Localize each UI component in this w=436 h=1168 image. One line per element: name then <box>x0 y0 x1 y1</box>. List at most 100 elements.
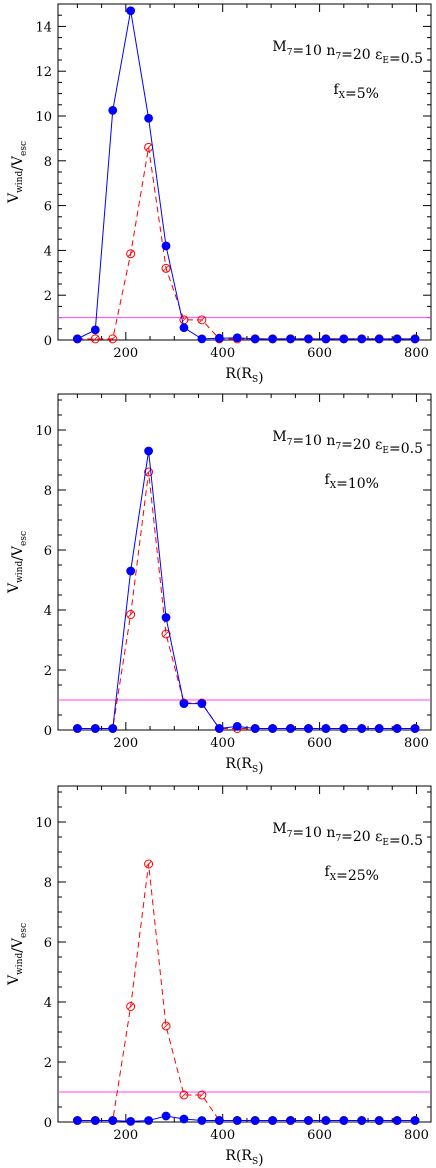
series-point-filled <box>339 334 349 344</box>
series-point-filled <box>250 724 260 733</box>
series-point-filled <box>144 113 153 123</box>
series-point-filled <box>197 699 207 708</box>
series-point-filled <box>90 325 100 335</box>
series-point-filled <box>108 724 118 733</box>
y-tick-label: 8 <box>44 484 52 499</box>
series-point-filled <box>161 613 171 622</box>
x-tick-label: 600 <box>307 346 332 361</box>
x-tick-label: 400 <box>210 736 235 751</box>
series-point-filled <box>374 1116 384 1125</box>
series-point-filled <box>179 699 189 708</box>
series-point-open-slash <box>127 611 134 618</box>
series-point-filled <box>357 334 367 344</box>
annotation-fx: fX=10% <box>325 472 379 492</box>
x-tick-label: 600 <box>307 1128 332 1143</box>
series-line-solid <box>77 450 416 730</box>
series-point-filled <box>214 1116 224 1125</box>
series-point-filled <box>90 1116 100 1125</box>
x-axis-label: R(RS) <box>225 1148 263 1168</box>
y-tick-label: 10 <box>35 816 52 831</box>
y-tick-label: 4 <box>44 244 52 259</box>
series-point-filled <box>392 1116 402 1125</box>
y-axis-label: Vwind/Vesc <box>6 923 29 986</box>
series-point-filled <box>304 1116 313 1125</box>
y-tick-label: 2 <box>44 1056 52 1071</box>
series-point-filled <box>321 334 331 344</box>
series-point-filled <box>214 333 224 343</box>
y-tick-label: 0 <box>44 724 52 739</box>
series-line-dashed <box>77 147 416 340</box>
series-point-filled <box>410 1116 420 1125</box>
series-line-dashed <box>77 471 416 729</box>
y-tick-label: 14 <box>35 20 52 35</box>
series-point-open <box>144 859 154 869</box>
series-point-filled <box>339 1116 349 1125</box>
series-point-open-slash <box>180 1091 188 1099</box>
series-line-dashed <box>77 863 416 1121</box>
series-point-filled <box>410 334 420 344</box>
y-tick-label: 6 <box>44 544 52 559</box>
series-point-open-slash <box>109 335 116 342</box>
series-point-filled <box>232 333 242 343</box>
series-point-filled <box>357 1116 367 1125</box>
series-point-open-slash <box>180 316 188 323</box>
series-point-filled <box>144 1116 153 1125</box>
annotation-fx: fX=5% <box>333 82 379 102</box>
series-point-filled <box>357 724 367 733</box>
series-point-open-slash <box>145 144 152 151</box>
series-point-filled <box>90 724 100 733</box>
y-tick-label: 10 <box>35 110 52 125</box>
series-point-filled <box>321 1116 331 1125</box>
series-point-open-slash <box>198 1091 205 1099</box>
x-tick-label: 200 <box>113 736 138 751</box>
series-point-filled <box>72 1116 82 1125</box>
series-point-filled <box>286 724 295 733</box>
series-point-filled <box>374 334 384 344</box>
series-point-open <box>161 1021 171 1031</box>
series-point-open <box>161 263 171 273</box>
y-tick-label: 0 <box>44 334 52 349</box>
series-point-filled <box>161 1111 171 1121</box>
y-tick-label: 8 <box>44 155 52 170</box>
y-tick-label: 6 <box>44 200 52 215</box>
series-point-filled <box>126 6 136 16</box>
series-point-open <box>197 1090 207 1100</box>
series-point-filled <box>232 1116 242 1125</box>
series-point-filled <box>232 722 242 731</box>
y-tick-label: 2 <box>44 289 52 304</box>
x-axis-label: R(RS) <box>225 366 263 386</box>
y-tick-label: 4 <box>44 996 52 1011</box>
series-point-filled <box>286 1116 295 1125</box>
chart-panel-fx-25: 200 400 600 800 0 2 4 6 8 10 R(RS) Vwind/Vesc M7=10 … <box>6 785 432 1168</box>
y-axis-label: Vwind/Vesc <box>6 531 29 594</box>
series-point-filled <box>126 566 136 576</box>
series-point-open <box>126 610 136 619</box>
x-tick-label: 200 <box>113 1128 138 1143</box>
series-point-filled <box>108 1116 118 1125</box>
y-axis-label: Vwind/Vesc <box>6 141 29 204</box>
series-point-open <box>179 1090 189 1100</box>
series-point-filled <box>392 724 402 733</box>
x-tick-label: 600 <box>307 736 332 751</box>
x-axis-label: R(RS) <box>225 756 263 776</box>
series-point-open <box>126 249 136 259</box>
series-point-open-slash <box>162 265 170 272</box>
series-point-open <box>144 467 154 477</box>
annotation-parameters: M7=10 n7=20 εE=0.5 <box>272 39 423 67</box>
series-point-filled <box>108 106 118 115</box>
series-point-filled <box>179 1114 189 1124</box>
y-tick-label: 8 <box>44 876 52 891</box>
series-point-filled <box>410 724 420 733</box>
series-point-open <box>161 629 171 639</box>
series-point-open <box>108 334 118 344</box>
y-tick-label: 0 <box>44 1116 52 1131</box>
series-point-filled <box>72 724 82 733</box>
series-point-filled <box>286 334 295 344</box>
y-tick-label: 2 <box>44 664 52 679</box>
series-point-open-slash <box>198 316 205 323</box>
x-tick-label: 800 <box>404 736 429 751</box>
series-point-filled <box>72 334 82 344</box>
series-point-filled <box>374 724 384 733</box>
x-tick-label: 200 <box>113 346 138 361</box>
series-point-filled <box>304 334 313 344</box>
